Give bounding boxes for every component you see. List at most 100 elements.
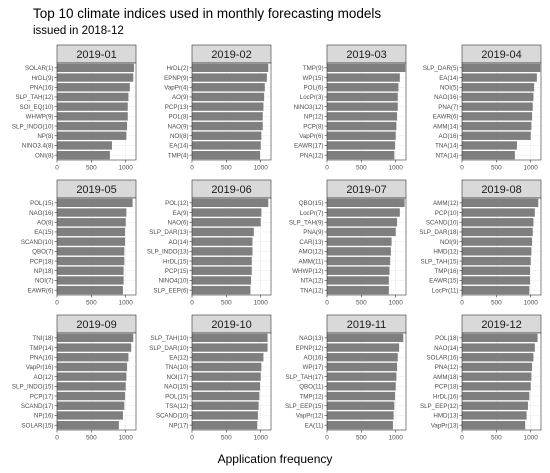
bar <box>327 362 398 372</box>
category-label: PCP(18) <box>30 258 54 265</box>
category-label: SLP_DAR(5) <box>423 65 459 72</box>
x-tick-label: 500 <box>86 165 97 172</box>
bar <box>327 391 396 401</box>
bar <box>327 112 398 121</box>
bar <box>57 237 126 246</box>
facet-title: 2019-05 <box>76 184 116 196</box>
bar <box>57 63 134 73</box>
bar <box>327 372 397 381</box>
bar <box>57 198 133 208</box>
bar <box>327 102 398 111</box>
category-label: NAO(9) <box>168 123 189 130</box>
bar <box>327 247 391 256</box>
bar <box>462 256 531 266</box>
category-label: EAWR(6) <box>28 287 54 294</box>
category-label: NAO(16) <box>434 94 458 101</box>
x-tick-label: 1000 <box>524 435 539 442</box>
category-label: SOLAR(15) <box>22 422 54 429</box>
x-tick-label: 500 <box>356 300 367 307</box>
bar <box>327 198 405 208</box>
category-label: NTA(14) <box>436 152 459 159</box>
category-label: EA(11) <box>305 422 324 429</box>
bar <box>57 382 126 391</box>
bar <box>327 83 399 92</box>
category-label: SOI_EQ(10) <box>19 104 53 111</box>
facet-title: 2019-02 <box>211 49 251 61</box>
bar <box>462 237 533 246</box>
bar <box>327 333 404 343</box>
x-tick-label: 0 <box>55 165 59 172</box>
category-label: NP(8) <box>37 133 53 140</box>
category-label: TMP(12) <box>299 393 323 400</box>
category-label: SLP_EEP(6) <box>153 287 188 294</box>
bar <box>57 73 134 82</box>
category-label: SOLAR(1) <box>25 65 54 72</box>
bar <box>57 420 119 430</box>
category-label: WHWP(9) <box>26 114 54 121</box>
bar <box>327 73 400 82</box>
bar <box>192 73 267 82</box>
category-label: SLP_TAH(9) <box>289 219 324 226</box>
category-label: SCAND(10) <box>426 219 459 226</box>
bar <box>327 401 395 410</box>
bar <box>462 131 531 140</box>
category-label: NAO(16) <box>29 210 53 217</box>
bar <box>57 391 126 401</box>
category-label: TMP(14) <box>29 345 53 352</box>
category-label: NINO3(12) <box>294 104 324 111</box>
category-label: PCP(17) <box>30 393 54 400</box>
x-tick-label: 1000 <box>524 165 539 172</box>
bar <box>57 285 123 295</box>
bar <box>462 208 535 217</box>
bar <box>327 208 400 217</box>
bar <box>462 141 517 150</box>
category-label: SLP_DAR(18) <box>419 229 458 236</box>
category-label: SLP_TAH(12) <box>15 94 53 101</box>
bar <box>462 112 533 121</box>
panel-border <box>191 197 272 296</box>
bar <box>462 401 528 410</box>
bar <box>462 276 531 285</box>
category-label: SCAND(10) <box>156 413 189 420</box>
category-label: HrDL(15) <box>163 258 188 265</box>
x-tick-label: 500 <box>491 300 502 307</box>
bar <box>462 391 530 401</box>
bar <box>57 343 132 352</box>
bar <box>57 227 126 237</box>
facet-title: 2019-03 <box>346 49 386 61</box>
category-label: PCP(8) <box>303 123 323 130</box>
panel-border <box>461 197 542 296</box>
category-label: TNA(12) <box>300 287 323 294</box>
bar <box>192 333 268 343</box>
bar <box>327 285 389 295</box>
x-tick-label: 500 <box>221 300 232 307</box>
category-label: QBO(7) <box>32 249 53 256</box>
category-label: SCAND(10) <box>21 239 54 246</box>
x-axis-label: Application frequency <box>217 452 333 466</box>
panel-border <box>461 332 542 431</box>
category-label: AMM(11) <box>299 258 324 265</box>
bar <box>192 411 258 420</box>
x-tick-label: 500 <box>221 435 232 442</box>
x-tick-label: 1000 <box>119 165 134 172</box>
category-label: EA(15) <box>34 229 53 236</box>
category-label: SLP_TAH(15) <box>420 258 458 265</box>
category-label: WP(15) <box>303 75 324 82</box>
bar <box>462 73 537 82</box>
category-label: NAO(6) <box>168 219 189 226</box>
category-label: PNA(7) <box>438 104 458 111</box>
x-tick-label: 1000 <box>524 300 539 307</box>
bar <box>327 141 396 150</box>
category-label: AO(9) <box>172 94 189 101</box>
category-label: WHWP(12) <box>292 268 323 275</box>
bar <box>327 353 398 362</box>
bar <box>192 285 251 295</box>
category-label: AMO(12) <box>298 249 323 256</box>
bar <box>462 218 534 227</box>
x-tick-label: 0 <box>325 165 329 172</box>
category-label: EAWR(15) <box>429 278 458 285</box>
category-label: VapPr(6) <box>299 133 323 140</box>
bar <box>57 401 125 410</box>
bar <box>462 420 526 430</box>
